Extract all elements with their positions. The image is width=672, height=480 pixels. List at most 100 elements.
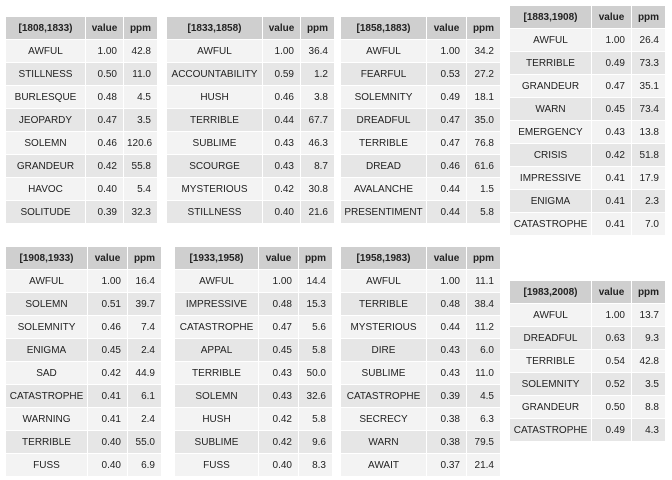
table-row: JEOPARDY 0.47 3.5	[5, 108, 158, 132]
value-cell: 0.44	[426, 200, 467, 224]
table-row: CATASTROPHE 0.41 6.1	[5, 384, 162, 408]
value-cell: 0.38	[426, 430, 467, 454]
word-cell: AWFUL	[5, 39, 86, 63]
word-cell: SOLEMN	[174, 384, 259, 408]
word-cell: IMPRESSIVE	[509, 166, 592, 190]
table-row: SAD 0.42 44.9	[5, 361, 162, 385]
ppm-cell: 42.8	[123, 39, 158, 63]
value-cell: 1.00	[591, 303, 632, 327]
table-1983-2008: [1983,2008) value ppm AWFUL 1.00 13.7 DREAD…	[509, 280, 666, 442]
value-cell: 0.59	[262, 62, 301, 86]
value-cell: 0.45	[258, 338, 299, 362]
table-row: CATASTROPHE 0.47 5.6	[174, 315, 333, 339]
ppm-cell: 76.8	[466, 131, 501, 155]
ppm-cell: 3.5	[123, 108, 158, 132]
ppm-cell: 11.1	[466, 269, 501, 293]
value-cell: 0.44	[262, 108, 301, 132]
table-row: AWFUL 1.00 36.4	[166, 39, 335, 63]
table-row: ACCOUNTABILITY 0.59 1.2	[166, 62, 335, 86]
ppm-cell: 5.6	[298, 315, 333, 339]
ppm-cell: 44.9	[127, 361, 162, 385]
period-header: [1883,1908)	[509, 5, 592, 29]
ppm-cell: 6.9	[127, 453, 162, 477]
ppm-cell: 4.5	[123, 85, 158, 109]
word-cell: SOLEMN	[5, 131, 86, 155]
word-cell: TERRIBLE	[509, 349, 592, 373]
ppm-cell: 38.4	[466, 292, 501, 316]
value-header: value	[262, 16, 301, 40]
period-header: [1958,1983)	[340, 246, 427, 270]
word-cell: SOLEMN	[5, 292, 88, 316]
word-cell: CRISIS	[509, 143, 592, 167]
word-cell: FUSS	[5, 453, 88, 477]
table-row: MYSTERIOUS 0.42 30.8	[166, 177, 335, 201]
ppm-cell: 67.7	[300, 108, 335, 132]
table-row: STILLNESS 0.40 21.6	[166, 200, 335, 224]
table-row: SOLEMN 0.46 120.6	[5, 131, 158, 155]
value-cell: 0.47	[258, 315, 299, 339]
ppm-cell: 17.9	[631, 166, 666, 190]
ppm-cell: 35.0	[466, 108, 501, 132]
table-row: AWFUL 1.00 13.7	[509, 303, 666, 327]
word-cell: CATASTROPHE	[5, 384, 88, 408]
word-cell: SECRECY	[340, 407, 427, 431]
word-cell: AWFUL	[509, 28, 592, 52]
value-cell: 1.00	[591, 28, 632, 52]
table-row: TERRIBLE 0.48 38.4	[340, 292, 501, 316]
word-cell: APPAL	[174, 338, 259, 362]
word-cell: DREADFUL	[509, 326, 592, 350]
value-cell: 0.47	[591, 74, 632, 98]
ppm-cell: 15.3	[298, 292, 333, 316]
ppm-cell: 11.2	[466, 315, 501, 339]
word-cell: SOLEMNITY	[5, 315, 88, 339]
word-cell: FUSS	[174, 453, 259, 477]
value-cell: 0.49	[591, 51, 632, 75]
word-cell: WARNING	[5, 407, 88, 431]
word-cell: BURLESQUE	[5, 85, 86, 109]
table-row: AWFUL 1.00 16.4	[5, 269, 162, 293]
table-1908-1933: [1908,1933) value ppm AWFUL 1.00 16.4 SOLEM…	[5, 246, 162, 477]
value-cell: 0.48	[85, 85, 124, 109]
ppm-cell: 1.5	[466, 177, 501, 201]
value-header: value	[426, 16, 467, 40]
table-1858-1883: [1858,1883) value ppm AWFUL 1.00 34.2 FEARF…	[340, 16, 501, 224]
table-row: CATASTROPHE 0.39 4.5	[340, 384, 501, 408]
ppm-cell: 120.6	[123, 131, 158, 155]
word-cell: AWFUL	[166, 39, 263, 63]
table-row: SCOURGE 0.43 8.7	[166, 154, 335, 178]
value-cell: 0.42	[85, 154, 124, 178]
value-cell: 0.54	[591, 349, 632, 373]
table-row: CATASTROPHE 0.49 4.3	[509, 418, 666, 442]
table-row: PRESENTIMENT 0.44 5.8	[340, 200, 501, 224]
value-cell: 0.43	[426, 338, 467, 362]
ppm-cell: 13.8	[631, 120, 666, 144]
ppm-cell: 3.8	[300, 85, 335, 109]
table-row: HUSH 0.46 3.8	[166, 85, 335, 109]
value-cell: 0.41	[591, 212, 632, 236]
ppm-cell: 9.3	[631, 326, 666, 350]
ppm-cell: 2.3	[631, 189, 666, 213]
table-row: CATASTROPHE 0.41 7.0	[509, 212, 666, 236]
value-cell: 0.38	[426, 407, 467, 431]
ppm-cell: 5.8	[298, 407, 333, 431]
word-cell: SOLEMNITY	[509, 372, 592, 396]
table-1933-1958: [1933,1958) value ppm AWFUL 1.00 14.4 IMPRE…	[174, 246, 333, 477]
value-header: value	[87, 246, 128, 270]
value-cell: 0.42	[258, 430, 299, 454]
table-row: DIRE 0.43 6.0	[340, 338, 501, 362]
word-cell: HUSH	[174, 407, 259, 431]
value-cell: 0.39	[85, 200, 124, 224]
table-row: TERRIBLE 0.49 73.3	[509, 51, 666, 75]
table-row: AWAIT 0.37 21.4	[340, 453, 501, 477]
table-row: DREADFUL 0.47 35.0	[340, 108, 501, 132]
table-row: AWFUL 1.00 14.4	[174, 269, 333, 293]
value-cell: 0.50	[591, 395, 632, 419]
word-cell: DIRE	[340, 338, 427, 362]
value-cell: 0.45	[87, 338, 128, 362]
word-cell: TERRIBLE	[174, 361, 259, 385]
value-cell: 0.40	[87, 430, 128, 454]
ppm-cell: 46.3	[300, 131, 335, 155]
word-cell: TERRIBLE	[166, 108, 263, 132]
ppm-cell: 13.7	[631, 303, 666, 327]
ppm-cell: 32.3	[123, 200, 158, 224]
